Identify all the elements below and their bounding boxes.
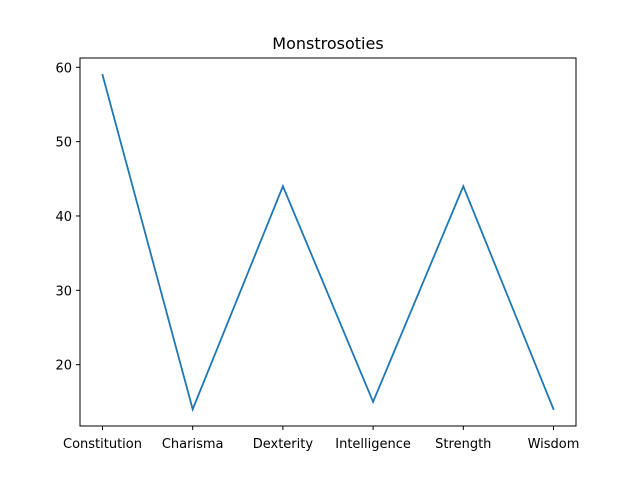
y-tick-label: 50 bbox=[55, 136, 72, 151]
data-point bbox=[372, 400, 374, 403]
x-tick-label: Dexterity bbox=[253, 437, 314, 452]
y-axis: 20 30 40 50 60 bbox=[55, 61, 80, 374]
data-point bbox=[191, 408, 194, 411]
y-tick-label: 60 bbox=[55, 61, 72, 76]
x-axis: Constitution Charisma Dexterity Intelligenc… bbox=[63, 426, 579, 452]
data-point bbox=[552, 408, 555, 411]
x-tick-label: Strength bbox=[435, 437, 491, 452]
series-line bbox=[101, 74, 555, 413]
x-tick-label: Charisma bbox=[162, 437, 224, 452]
data-point bbox=[462, 185, 465, 188]
y-tick-label: 40 bbox=[55, 210, 72, 225]
y-tick-label: 30 bbox=[55, 284, 72, 299]
chart-title: Monstrosoties bbox=[272, 34, 383, 53]
data-point bbox=[101, 73, 104, 76]
y-tick-label: 20 bbox=[55, 359, 72, 374]
data-point bbox=[282, 185, 284, 188]
plot-area-frame bbox=[79, 57, 577, 427]
x-tick-label: Constitution bbox=[63, 437, 142, 452]
x-tick-label: Intelligence bbox=[335, 437, 411, 452]
x-tick-label: Wisdom bbox=[528, 437, 580, 452]
series-layer bbox=[101, 73, 555, 413]
